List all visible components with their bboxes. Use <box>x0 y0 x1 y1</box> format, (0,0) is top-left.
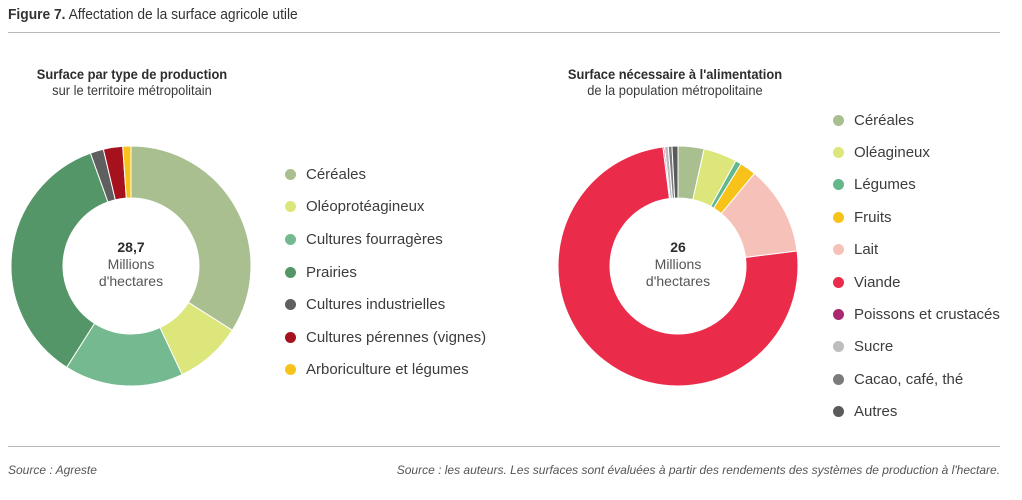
legend-swatch-sucre <box>833 341 844 353</box>
legend-swatch-viande <box>833 276 844 288</box>
chart-2-center-value: 26 <box>670 239 686 255</box>
legend-label-autres: Autres <box>854 403 898 421</box>
legend-swatch-legumes <box>833 179 844 191</box>
chart-1-center-label-2: d'hectares <box>99 273 163 289</box>
legend-swatch-cacao-cafe-the <box>833 373 844 385</box>
legend-swatch-prairies <box>285 266 296 278</box>
chart-1-center-value: 28,7 <box>117 239 144 255</box>
legend-swatch-cultures-industrielles <box>285 299 296 311</box>
legend-swatch-cereales <box>285 168 296 180</box>
chart-2-subtitle: de la population métropolitaine <box>587 82 763 98</box>
legend-swatch-cultures-fourrageres <box>285 233 296 245</box>
legend-label-cultures-industrielles: Cultures industrielles <box>306 296 446 314</box>
legend-swatch-lait <box>833 244 844 256</box>
legend-swatch-autres <box>833 406 844 418</box>
legend-swatch-oleagineux <box>833 147 844 159</box>
chart-1-title: Surface par type de production <box>36 66 228 82</box>
chart-1-subtitle: sur le territoire métropolitain <box>52 82 212 98</box>
source-right: Source : les auteurs. Les surfaces sont … <box>396 463 1000 477</box>
chart-2-legend-item: Lait <box>833 234 1000 266</box>
chart-2-legend-item: Céréales <box>833 104 1000 136</box>
chart-1-legend-item: Oléoprotéagineux <box>285 191 486 224</box>
top-divider <box>8 32 1000 33</box>
chart-2-slice-autres <box>671 145 679 199</box>
chart-1-legend-item: Céréales <box>285 158 486 191</box>
chart-2-legend-item: Fruits <box>833 201 1000 233</box>
legend-label-cacao-cafe-the: Cacao, café, thé <box>854 370 964 388</box>
legend-swatch-fruits <box>833 211 844 223</box>
legend-label-fruits: Fruits <box>854 208 892 226</box>
chart-2-center-label-1: Millions <box>655 256 702 272</box>
chart-2-slice-viande <box>557 146 799 387</box>
chart-2-legend-item: Oléagineux <box>833 136 1000 168</box>
chart-1-slice-prairies <box>10 152 109 369</box>
legend-label-sucre: Sucre <box>854 338 894 356</box>
chart-2-header: Surface nécessaire à l'alimentation de l… <box>530 66 820 98</box>
legend-label-cultures-fourrageres: Cultures fourragères <box>306 230 443 248</box>
chart-1-header: Surface par type de production sur le te… <box>12 66 252 98</box>
legend-label-prairies: Prairies <box>306 263 357 281</box>
legend-swatch-cultures-perennes-vignes <box>285 331 296 343</box>
chart-1-center-label-1: Millions <box>108 256 155 272</box>
legend-label-oleagineux: Oléagineux <box>854 144 930 162</box>
chart-2-legend-item: Viande <box>833 266 1000 298</box>
chart-2-legend-item: Cacao, café, thé <box>833 363 1000 395</box>
legend-label-cultures-perennes-vignes: Cultures pérennes (vignes) <box>306 328 487 346</box>
chart-1-donut: 28,7 Millions d'hectares <box>10 145 252 387</box>
chart-1-legend-item: Arboriculture et légumes <box>285 354 486 387</box>
chart-2-donut: 26 Millions d'hectares <box>557 145 799 387</box>
legend-label-oleoproteagineux: Oléoprotéagineux <box>306 198 425 216</box>
chart-2-center-label-2: d'hectares <box>646 273 710 289</box>
figure-label: Figure 7. <box>8 6 66 23</box>
chart-2-legend-item: Légumes <box>833 169 1000 201</box>
source-left: Source : Agreste <box>8 463 97 477</box>
figure-title: Figure 7. Affectation de la surface agri… <box>8 6 298 23</box>
chart-2-legend-item: Poissons et crustacés <box>833 298 1000 330</box>
chart-2-legend-item: Sucre <box>833 331 1000 363</box>
chart-2-title: Surface nécessaire à l'alimentation <box>567 66 783 82</box>
figure-title-text: Affectation de la surface agricole utile <box>68 6 298 23</box>
bottom-divider <box>8 446 1000 447</box>
chart-2-legend-item: Autres <box>833 396 1000 428</box>
legend-swatch-poissons-et-crustaces <box>833 309 844 321</box>
legend-label-cereales: Céréales <box>306 165 367 183</box>
chart-1-slice-cereales <box>130 145 252 331</box>
legend-label-arboriculture-et-legumes: Arboriculture et légumes <box>306 361 469 379</box>
chart-1-legend-item: Cultures pérennes (vignes) <box>285 321 486 354</box>
legend-swatch-oleoproteagineux <box>285 201 296 213</box>
legend-label-viande: Viande <box>854 273 901 291</box>
legend-label-lait: Lait <box>854 241 879 259</box>
legend-swatch-arboriculture-et-legumes <box>285 364 296 376</box>
chart-1-legend-item: Cultures industrielles <box>285 288 486 321</box>
legend-label-poissons-et-crustaces: Poissons et crustacés <box>854 306 1000 324</box>
legend-swatch-cereales <box>833 114 844 126</box>
chart-1-slice-arboriculture-et-legumes <box>122 145 132 199</box>
chart-1-legend-item: Cultures fourragères <box>285 223 486 256</box>
chart-1-legend: Céréales Oléoprotéagineux Cultures fourrag… <box>285 158 486 386</box>
legend-label-cereales: Céréales <box>854 111 915 129</box>
legend-label-legumes: Légumes <box>854 176 916 194</box>
chart-2-legend: Céréales Oléagineux Légumes Fruits Lait Viand… <box>833 104 1000 428</box>
chart-1-legend-item: Prairies <box>285 256 486 289</box>
